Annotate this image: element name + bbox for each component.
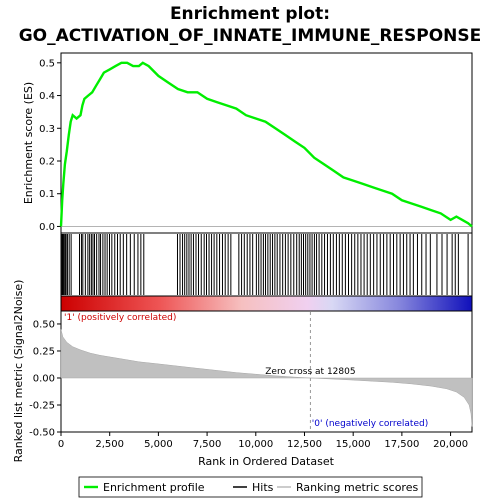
x-axis-label: Rank in Ordered Dataset [198, 455, 335, 468]
positive-correlation-label: '1' (positively correlated) [64, 313, 176, 323]
rank-ytick-label: -0.50 [29, 428, 55, 439]
ranked-list-panel: 0.50 0.25 0.00 -0.25 -0.50 Zero cross at 128… [29, 310, 473, 439]
x-tick-label: 20,000 [433, 439, 468, 450]
x-tick-label: 15,000 [336, 439, 371, 450]
es-ylabel: Enrichment score (ES) [22, 82, 35, 204]
rank-ytick-label: -0.25 [29, 400, 55, 411]
hits-panel [60, 232, 473, 297]
rank-ytick-label: 0.25 [33, 346, 55, 357]
es-ytick-label: 0.4 [39, 91, 55, 102]
enrichment-profile-line [59, 61, 473, 228]
rank-ytick-label: 0.50 [33, 319, 55, 330]
es-ytick-label: 0.3 [39, 124, 55, 135]
chart-title-line2: GO_ACTIVATION_OF_INNATE_IMMUNE_RESPONSE [19, 26, 482, 46]
legend-hits: Hits [252, 481, 274, 494]
es-ytick-label: 0.2 [39, 157, 55, 168]
x-tick-label: 12,500 [287, 439, 322, 450]
legend-ranking-metric-scores: Ranking metric scores [296, 481, 418, 494]
rank-color-bar [60, 295, 473, 312]
legend-enrichment-profile: Enrichment profile [103, 481, 205, 494]
rank-ytick-label: 0.00 [33, 373, 55, 384]
chart-title-line1: Enrichment plot: [170, 4, 330, 24]
es-panel: 0.0 0.1 0.2 0.3 0.4 0.5 [39, 52, 473, 234]
legend: Enrichment profile Hits Ranking metric s… [78, 476, 423, 498]
zero-cross-label: Zero cross at 12805 [265, 367, 355, 377]
x-tick-label: 2,500 [95, 439, 124, 450]
ranking-metric-area [60, 329, 473, 427]
es-ytick-label: 0.1 [39, 189, 55, 200]
es-ytick-label: 0.5 [39, 58, 55, 69]
x-tick-label: 17,500 [384, 439, 419, 450]
rank-ylabel: Ranked list metric (Signal2Noise) [12, 280, 25, 463]
x-tick-label: 0 [58, 439, 64, 450]
x-tick-label: 10,000 [238, 439, 273, 450]
x-tick-label: 7,500 [193, 439, 222, 450]
negative-correlation-label: '0' (negatively correlated) [312, 419, 428, 429]
x-tick-label: 5,000 [144, 439, 173, 450]
es-ytick-label: 0.0 [39, 222, 55, 233]
